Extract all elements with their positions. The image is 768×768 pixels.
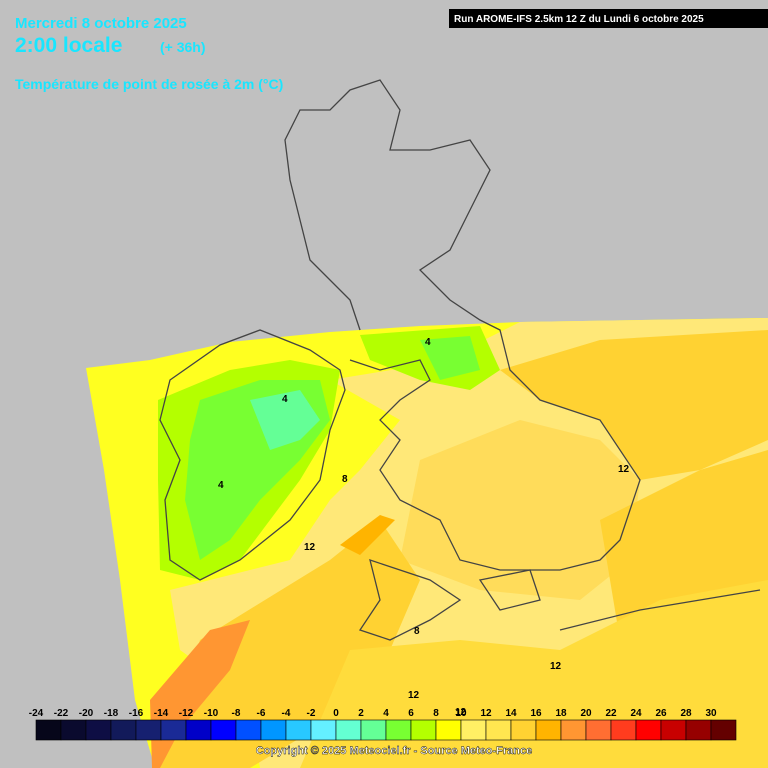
run-info: Run AROME-IFS 2.5km 12 Z du Lundi 6 octo…	[454, 14, 704, 25]
time: 2:00 locale	[15, 34, 122, 57]
legend-label: 12	[480, 708, 492, 719]
legend-swatch	[85, 719, 112, 741]
legend-label: -16	[129, 708, 144, 719]
contour-label: 12	[550, 661, 562, 672]
legend-swatch	[610, 719, 637, 741]
legend-label: 24	[630, 708, 642, 719]
legend-swatch	[285, 719, 312, 741]
legend-swatch	[135, 719, 162, 741]
legend-swatch	[335, 719, 362, 741]
legend-swatch	[535, 719, 562, 741]
legend-swatch	[60, 719, 87, 741]
contour-label: 12	[618, 464, 630, 475]
legend-swatch	[435, 719, 462, 741]
legend-label: -14	[154, 708, 169, 719]
legend-label: -8	[232, 708, 241, 719]
legend-swatch	[35, 719, 62, 741]
contour-label: 4	[282, 394, 288, 405]
legend-label: 18	[555, 708, 567, 719]
contour-labels: 4 4 4 8 12 12 8 12 12 12	[218, 337, 630, 718]
legend-label: -12	[179, 708, 194, 719]
legend-swatch	[160, 719, 187, 741]
legend-swatch	[685, 719, 712, 741]
contour-label: 12	[408, 690, 420, 701]
copyright: Copyright © 2025 Meteociel.fr - Source M…	[256, 745, 532, 757]
legend-label: 22	[605, 708, 617, 719]
legend-label: 4	[383, 708, 389, 719]
legend-label: -24	[29, 708, 44, 719]
legend-swatch	[210, 719, 237, 741]
contour-label: 4	[218, 480, 224, 491]
legend-swatch	[635, 719, 662, 741]
legend-swatch	[460, 719, 487, 741]
legend-swatch	[510, 719, 537, 741]
legend-swatch	[660, 719, 687, 741]
legend-label: -4	[282, 708, 291, 719]
legend-swatch	[710, 719, 737, 741]
legend: -24 -22 -20 -18 -16 -14 -12 -10 -8 -6 -4 -2 0 2 4 6 8 10 1…	[29, 708, 737, 741]
coastlines	[159, 79, 761, 641]
run-box	[449, 9, 768, 28]
legend-label: -22	[54, 708, 69, 719]
legend-swatch	[260, 719, 287, 741]
legend-swatch	[385, 719, 412, 741]
legend-label: -18	[104, 708, 119, 719]
legend-swatch	[485, 719, 512, 741]
legend-label: 14	[505, 708, 517, 719]
legend-label: 8	[433, 708, 439, 719]
legend-label: 28	[680, 708, 692, 719]
legend-label: 26	[655, 708, 667, 719]
legend-label: -20	[79, 708, 94, 719]
legend-swatch	[410, 719, 437, 741]
legend-label: -2	[307, 708, 316, 719]
legend-label: 0	[333, 708, 339, 719]
title: Température de point de rosée à 2m (°C)	[15, 76, 283, 92]
legend-label: 30	[705, 708, 717, 719]
contour-label: 12	[304, 542, 316, 553]
legend-label: 16	[530, 708, 542, 719]
legend-label: 20	[580, 708, 592, 719]
lead: (+ 36h)	[160, 39, 206, 55]
legend-swatch	[310, 719, 337, 741]
legend-swatch	[360, 719, 387, 741]
legend-swatch	[585, 719, 612, 741]
legend-label: 6	[408, 708, 414, 719]
legend-label: -6	[257, 708, 266, 719]
contour-label: 4	[425, 337, 431, 348]
legend-label: -10	[204, 708, 219, 719]
date: Mercredi 8 octobre 2025	[15, 15, 187, 32]
legend-swatch	[110, 719, 137, 741]
legend-swatch	[235, 719, 262, 741]
field	[86, 318, 768, 768]
legend-label: 2	[358, 708, 364, 719]
legend-swatch	[185, 719, 212, 741]
contour-label: 8	[414, 626, 420, 637]
legend-label: 10	[455, 708, 467, 719]
contour-label: 12	[455, 707, 467, 718]
contour-label: 8	[342, 474, 348, 485]
legend-swatch	[560, 719, 587, 741]
